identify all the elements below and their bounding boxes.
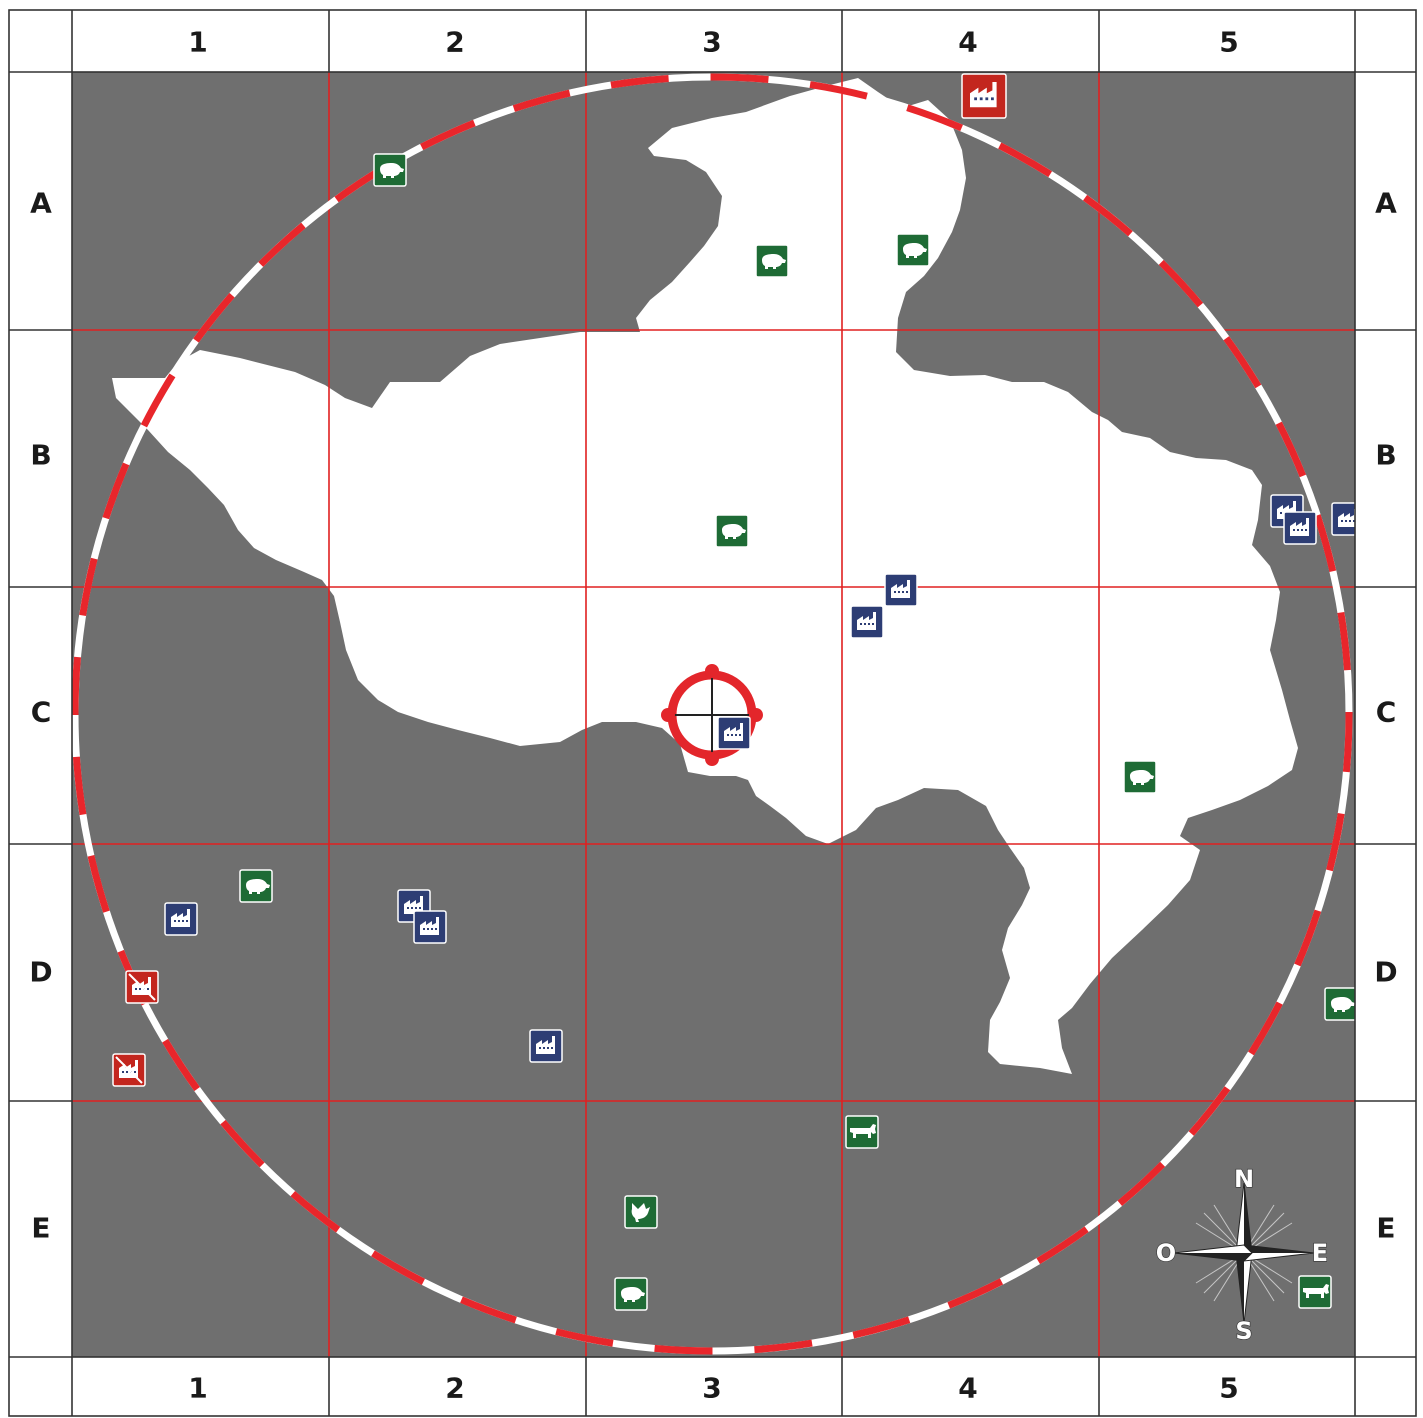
pig-farm-marker[interactable] [239, 869, 273, 903]
row-label-right-c: C [1376, 696, 1397, 729]
compass-west-label: O [1156, 1239, 1176, 1267]
col-label-top-5: 5 [1219, 26, 1238, 59]
compass-north-label: N [1234, 1165, 1254, 1193]
grid-lines [72, 72, 1355, 1357]
pig-farm-marker[interactable] [755, 244, 789, 278]
hazard-marker[interactable] [112, 1053, 146, 1087]
cattle-farm-marker[interactable] [1298, 1275, 1332, 1309]
factory-marker[interactable] [529, 1029, 563, 1063]
factory-marker[interactable] [884, 573, 918, 607]
pig-farm-marker[interactable] [1123, 760, 1157, 794]
pig-farm-marker[interactable] [373, 153, 407, 187]
pig-farm-marker[interactable] [715, 514, 749, 548]
row-label-left-d: D [29, 956, 52, 989]
factory-marker[interactable] [413, 910, 447, 944]
col-label-bottom-5: 5 [1219, 1372, 1238, 1405]
factory-marker[interactable] [717, 716, 751, 750]
compass-south-label: S [1235, 1317, 1252, 1345]
row-label-right-d: D [1374, 956, 1397, 989]
row-label-right-e: E [1376, 1212, 1395, 1245]
col-label-bottom-4: 4 [958, 1372, 977, 1405]
range-ring-dashes [72, 73, 1353, 1355]
col-label-bottom-1: 1 [188, 1372, 207, 1405]
row-label-left-a: A [30, 187, 52, 220]
target-reticle[interactable] [661, 664, 763, 766]
factory-hazard-marker[interactable] [961, 73, 1007, 119]
column-labels-bottom: 1 2 3 4 5 [188, 1372, 1238, 1405]
row-label-right-b: B [1375, 439, 1396, 472]
col-label-top-2: 2 [445, 26, 464, 59]
row-label-left-c: C [31, 696, 52, 729]
compass-east-label: E [1312, 1239, 1328, 1267]
col-label-bottom-3: 3 [702, 1372, 721, 1405]
factory-marker[interactable] [1283, 511, 1317, 545]
map-markers [112, 73, 1364, 1311]
row-label-left-e: E [31, 1212, 50, 1245]
poultry-farm-marker[interactable] [624, 1195, 658, 1229]
row-labels-right: A B C D E [1374, 187, 1397, 1245]
hazard-marker[interactable] [125, 970, 159, 1004]
pig-farm-marker[interactable] [896, 233, 930, 267]
row-label-right-a: A [1375, 187, 1397, 220]
pig-farm-marker[interactable] [1324, 987, 1357, 1021]
highlighted-region [112, 78, 1298, 1074]
frame-borders [8, 9, 1417, 1417]
factory-marker[interactable] [1331, 502, 1364, 536]
column-labels-top: 1 2 3 4 5 [188, 26, 1238, 59]
cattle-farm-marker[interactable] [845, 1115, 879, 1149]
row-labels-left: A B C D E [29, 187, 52, 1245]
col-label-top-1: 1 [188, 26, 207, 59]
factory-marker[interactable] [164, 902, 198, 936]
map-area: N S E O [72, 72, 1364, 1357]
pig-farm-marker[interactable] [614, 1277, 648, 1311]
row-label-left-b: B [30, 439, 51, 472]
factory-marker[interactable] [850, 605, 884, 639]
col-label-top-4: 4 [958, 26, 977, 59]
col-label-top-3: 3 [702, 26, 721, 59]
compass-rose: N S E O [1155, 1164, 1329, 1345]
col-label-bottom-2: 2 [445, 1372, 464, 1405]
